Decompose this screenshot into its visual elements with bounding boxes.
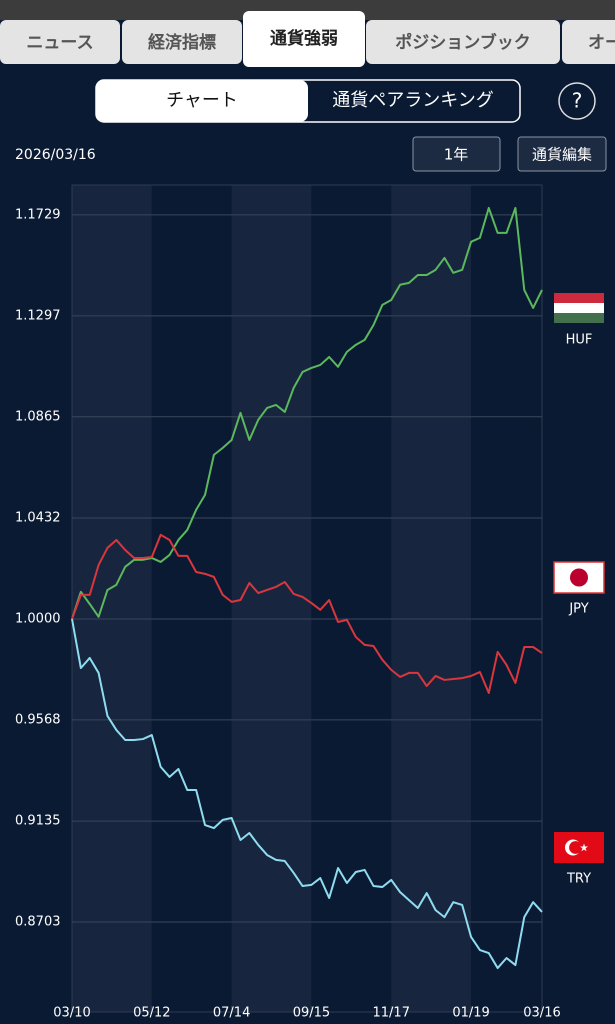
y-tick-label: 1.0000 (15, 611, 61, 626)
tab[interactable] (0, 20, 120, 64)
y-tick-label: 1.0865 (15, 409, 61, 424)
flag-turkey (554, 832, 604, 863)
x-tick-label: 07/14 (213, 1006, 250, 1021)
toggle-option-active[interactable] (96, 80, 308, 122)
view-toggle: チャート 通貨ペアランキング (95, 79, 521, 123)
x-tick-label: 11/17 (373, 1006, 410, 1021)
plot-band (151, 185, 232, 1012)
legend: HUF JPY TRY (553, 293, 605, 887)
tab-bar: ニュース 経済指標 通貨強弱 ポジションブック オー (0, 11, 615, 67)
plot-band (311, 185, 392, 1012)
y-tick-label: 1.0432 (15, 510, 61, 525)
tab[interactable] (562, 20, 615, 64)
flag-japan (553, 561, 605, 594)
tab[interactable] (366, 20, 560, 64)
tab-active[interactable] (243, 11, 365, 67)
tab-label: オー (588, 33, 615, 53)
x-tick-label: 05/12 (133, 1006, 170, 1021)
y-tick-label: 1.1297 (15, 308, 61, 323)
period-button[interactable] (412, 136, 501, 172)
tab-label: 経済指標 (148, 32, 216, 53)
tab[interactable] (122, 20, 242, 64)
series-line (71, 206, 543, 620)
edit-button[interactable] (517, 136, 607, 172)
period-label: 1年 (444, 146, 469, 164)
x-tick-label: 01/19 (452, 1006, 489, 1021)
tab-label: ニュース (26, 33, 93, 53)
y-tick-label: 1.1729 (15, 207, 61, 222)
legend-label: HUF (566, 333, 593, 348)
toggle-label: チャート (166, 90, 238, 111)
date: 2026/03/16 (15, 147, 96, 163)
edit-label: 通貨編集 (532, 146, 592, 164)
y-tick-label: 0.8703 (15, 915, 61, 930)
plot-band (72, 185, 152, 1012)
legend-label: TRY (566, 872, 591, 887)
tab-label: ポジションブック (395, 32, 531, 53)
help-label: ? (572, 89, 583, 113)
toggle-label: 通貨ペアランキング (332, 90, 493, 111)
y-tick-label: 0.9568 (15, 712, 61, 727)
x-tick-label: 03/10 (53, 1006, 90, 1021)
plot-band (391, 185, 472, 1012)
plot-frame (71, 184, 543, 1013)
chart: 1.1729 1.1297 1.0865 1.0432 1.0000 0.9568 0.91… (15, 184, 561, 1021)
x-tick-label: 09/15 (293, 1006, 330, 1021)
series-line (71, 533, 543, 695)
x-tick-label: 03/16 (523, 1006, 560, 1021)
legend-label: JPY (568, 602, 588, 617)
plot-band (231, 185, 312, 1012)
help-button[interactable] (558, 82, 596, 120)
top-strip (0, 0, 615, 20)
tab-label: 通貨強弱 (270, 28, 338, 49)
plot-band (471, 185, 542, 1012)
flag-hungary (554, 293, 604, 323)
y-tick-label: 0.9135 (15, 814, 61, 829)
series-line (71, 618, 543, 970)
